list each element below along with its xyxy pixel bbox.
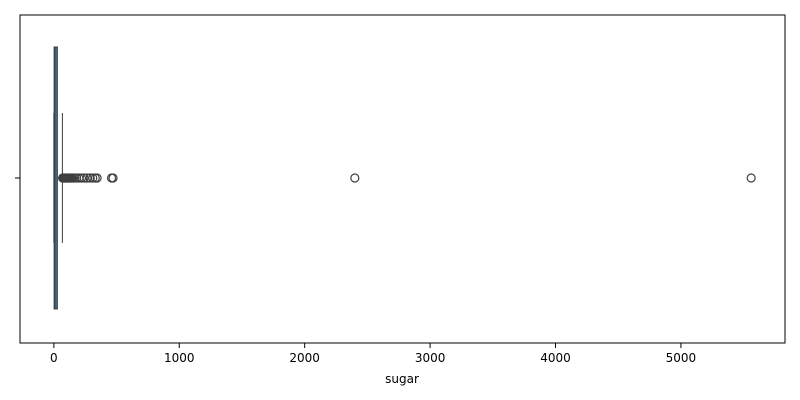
outlier-point bbox=[746, 173, 756, 183]
outlier-point bbox=[108, 173, 118, 183]
outlier-point bbox=[76, 173, 87, 183]
iqr-box bbox=[53, 46, 58, 310]
outlier-point bbox=[85, 173, 95, 183]
outlier-point bbox=[88, 173, 98, 183]
x-tick-label: 2000 bbox=[289, 351, 320, 365]
x-axis: 0 1000 2000 3000 4000 5000 bbox=[50, 343, 696, 365]
plot-frame bbox=[19, 14, 786, 344]
x-axis-label: sugar bbox=[385, 372, 419, 386]
box-layer bbox=[53, 46, 63, 310]
x-tick-label: 4000 bbox=[540, 351, 571, 365]
x-tick-label: 5000 bbox=[666, 351, 697, 365]
x-tick-label: 3000 bbox=[415, 351, 446, 365]
outlier-point bbox=[79, 173, 89, 183]
x-tick-label: 0 bbox=[50, 351, 58, 365]
outlier-point bbox=[350, 173, 360, 183]
outlier-point bbox=[92, 173, 102, 183]
outlier-layer bbox=[58, 173, 756, 183]
x-tick-label: 1000 bbox=[164, 351, 195, 365]
